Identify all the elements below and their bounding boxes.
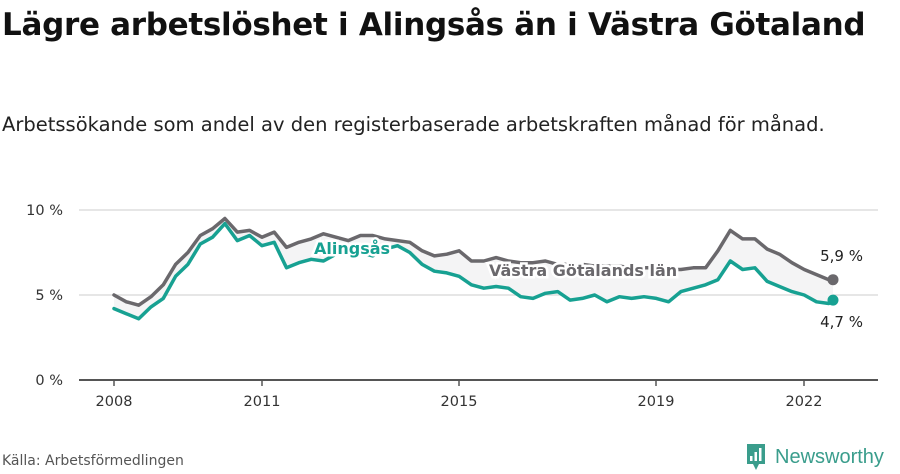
chart-subtitle: Arbetssökande som andel av den registerb… xyxy=(2,113,825,136)
x-ticks xyxy=(113,380,805,386)
x-tick-2015: 2015 xyxy=(441,394,478,410)
end-value-alingsas: 4,7 % xyxy=(820,313,863,331)
bar-chart-speech-bubble-icon xyxy=(747,444,765,470)
end-value-vastra-gotaland: 5,9 % xyxy=(820,247,863,265)
x-tick-2022: 2022 xyxy=(786,394,823,410)
series-line-vastra-gotaland xyxy=(112,216,835,307)
line-chart: 10 % 5 % 0 % Alingsås Västra Götalands l… xyxy=(26,203,878,410)
x-tick-2011: 2011 xyxy=(244,394,281,410)
chart-title: Lägre arbetslöshet i Alingsås än i Västr… xyxy=(2,7,866,43)
brand-name: Newsworthy xyxy=(775,445,884,468)
end-dot-vastra-gotaland xyxy=(827,274,839,286)
series-label-alingsas: Alingsås xyxy=(314,239,390,258)
difference-band xyxy=(114,218,833,319)
x-tick-2019: 2019 xyxy=(638,394,675,410)
series-line-alingsas xyxy=(112,221,835,321)
y-tick-10: 10 % xyxy=(26,203,63,219)
y-tick-5: 5 % xyxy=(35,288,63,304)
y-tick-0: 0 % xyxy=(35,373,63,389)
end-dot-alingsas xyxy=(827,294,839,306)
x-tick-2008: 2008 xyxy=(96,394,133,410)
newsworthy-logo[interactable]: Newsworthy xyxy=(745,442,884,472)
series-label-vastra-gotaland: Västra Götalands län xyxy=(489,261,677,280)
source-note: Källa: Arbetsförmedlingen xyxy=(2,453,184,469)
